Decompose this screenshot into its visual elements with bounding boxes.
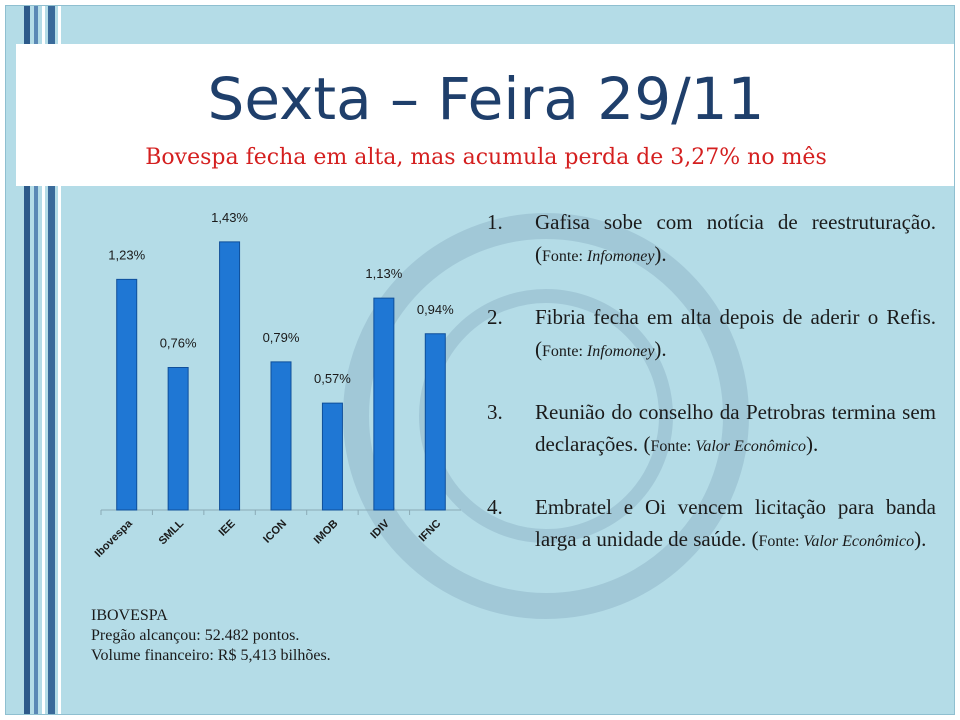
index-chart: 1,23% Ibovespa 0,76% SMLL 1,43% IEE 0,79% ICON 0…	[66, 188, 481, 608]
data-label-icon: 0,79%	[263, 330, 300, 345]
news-source-open: (	[751, 527, 759, 551]
bar-chart-svg: 1,23% Ibovespa 0,76% SMLL 1,43% IEE 0,79% ICON 0…	[93, 210, 461, 560]
top-band	[6, 6, 954, 44]
news-source-close: ).	[654, 242, 667, 266]
bar-ifnc	[424, 333, 446, 511]
news-source-close: ).	[654, 337, 667, 361]
data-label-imob: 0,57%	[314, 371, 351, 386]
news-text: Gafisa sobe com notícia de reestruturaçã…	[535, 210, 936, 234]
news-source-label: Fonte:	[542, 343, 587, 360]
bar-imob	[321, 402, 343, 511]
news-item: 2. Fibria fecha em alta depois de aderir …	[481, 301, 936, 368]
category-label-ifnc: IFNC	[417, 518, 444, 545]
news-source-open: (	[535, 242, 542, 266]
bar-smll	[167, 367, 189, 511]
news-source: Valor Econômico	[695, 438, 806, 455]
news-number: 4.	[487, 495, 503, 519]
news-text: Fibria fecha em alta depois de aderir o …	[535, 305, 936, 329]
news-source-open: (	[535, 337, 542, 361]
news-text: Embratel e Oi vencem licitação para band…	[535, 495, 936, 551]
category-label-icon: ICON	[261, 518, 289, 546]
slide: Sexta – Feira 29/11 Bovespa fecha em alt…	[5, 5, 955, 715]
news-number: 3.	[487, 400, 503, 424]
news-number: 1.	[487, 210, 503, 234]
info-points: Pregão alcançou: 52.482 pontos.	[91, 627, 300, 644]
data-label-iee: 1,43%	[211, 210, 248, 225]
bar-icon	[270, 361, 292, 511]
bar-iee	[219, 241, 241, 511]
info-heading: IBOVESPA	[91, 607, 168, 624]
news-list: 1. Gafisa sobe com notícia de reestrutura…	[481, 206, 936, 586]
news-text: Reunião do conselho da Petrobras termina…	[535, 400, 936, 456]
news-source-label: Fonte:	[542, 248, 587, 265]
news-item: 1. Gafisa sobe com notícia de reestrutura…	[481, 206, 936, 273]
news-source: Infomoney	[586, 343, 655, 360]
news-item: 3. Reunião do conselho da Petrobras termi…	[481, 396, 936, 463]
slide-title: Sexta – Feira 29/11	[207, 65, 765, 133]
news-item: 4. Embratel e Oi vencem licitação para ba…	[481, 491, 936, 558]
category-label-iee: IEE	[217, 518, 238, 539]
title-box: Sexta – Feira 29/11 Bovespa fecha em alt…	[16, 44, 954, 186]
news-number: 2.	[487, 305, 503, 329]
data-label-idiv: 1,13%	[365, 266, 402, 281]
decorative-stripes	[6, 6, 76, 714]
news-source-label: Fonte:	[650, 438, 696, 455]
news-source: Infomoney	[586, 248, 655, 265]
info-volume: Volume financeiro: R$ 5,413 bilhões.	[91, 647, 331, 664]
news-source-close: ).	[805, 432, 819, 456]
category-label-ibovespa: Ibovespa	[93, 517, 136, 560]
data-label-ibovespa: 1,23%	[108, 247, 145, 262]
news-source-open: (	[643, 432, 651, 456]
data-label-smll: 0,76%	[160, 336, 197, 351]
bar-ibovespa	[116, 278, 138, 511]
data-label-ifnc: 0,94%	[417, 302, 454, 317]
ibovespa-info: IBOVESPA Pregão alcançou: 52.482 pontos.…	[91, 606, 331, 666]
news-source-label: Fonte:	[758, 533, 804, 550]
category-label-imob: IMOB	[312, 518, 341, 547]
slide-subtitle: Bovespa fecha em alta, mas acumula perda…	[145, 145, 827, 170]
category-label-smll: SMLL	[157, 517, 187, 547]
news-source-close: ).	[914, 527, 927, 551]
category-label-idiv: IDIV	[368, 517, 392, 541]
bar-idiv	[373, 297, 395, 511]
news-source: Valor Econômico	[803, 533, 915, 550]
